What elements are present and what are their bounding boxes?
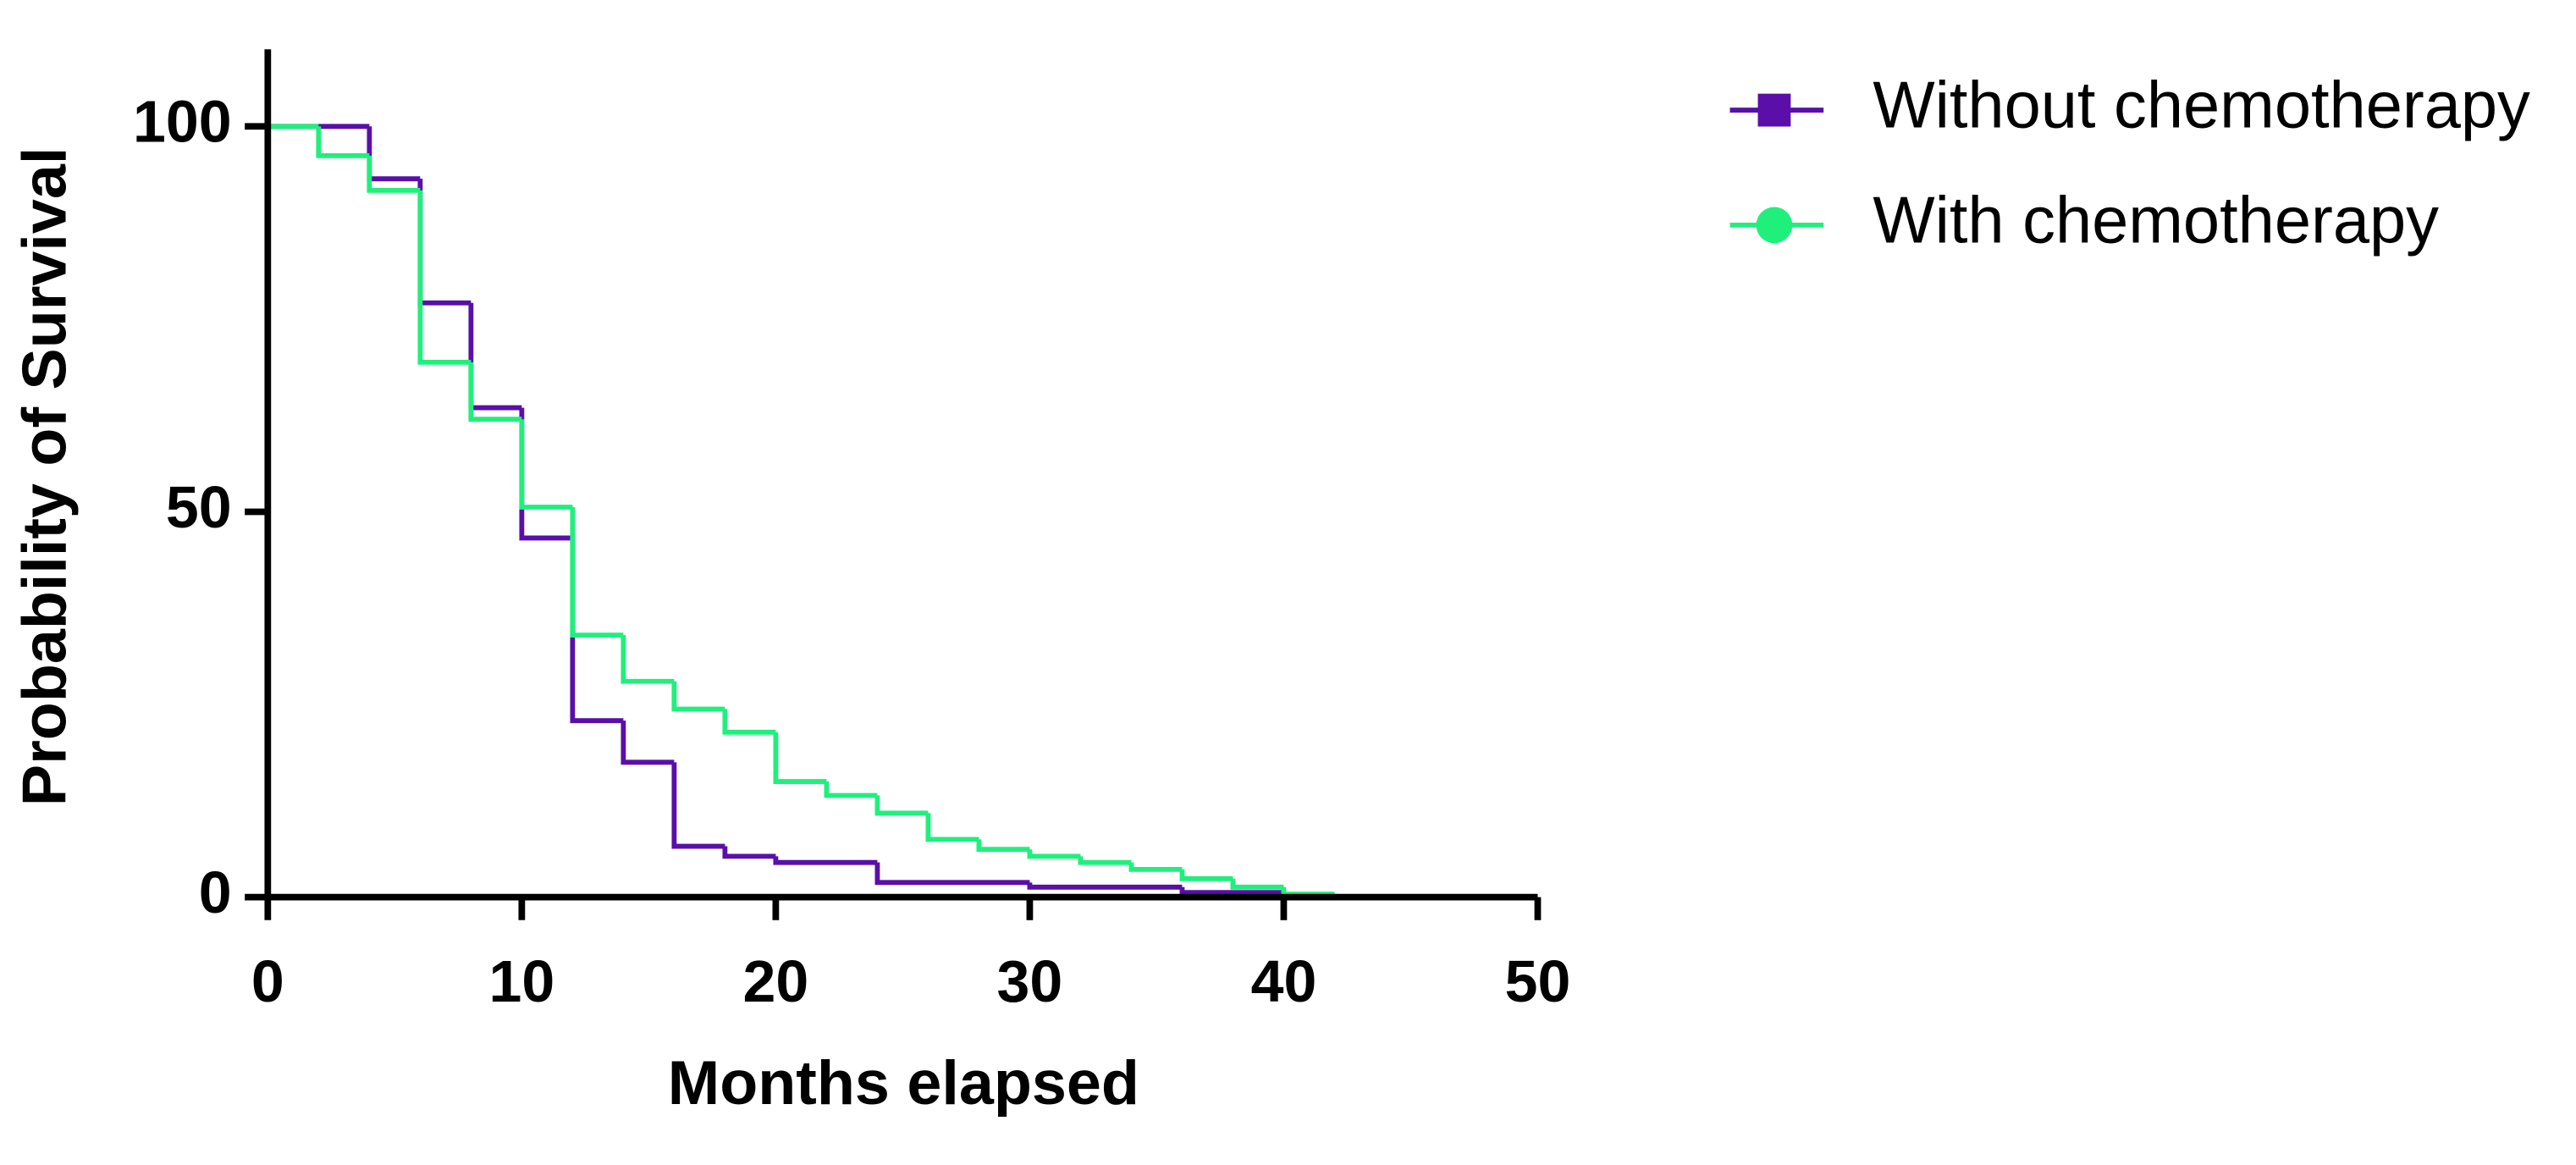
x-tick-label: 40: [1251, 948, 1317, 1014]
survival-step: [874, 795, 929, 816]
legend-label: With chemotherapy: [1873, 184, 2439, 257]
survival-step: [621, 721, 675, 765]
survival-step: [824, 781, 878, 798]
survival-step: [874, 862, 1030, 886]
survival-step: [671, 762, 725, 849]
x-tick-label: 10: [489, 948, 555, 1014]
x-tick-label: 20: [743, 948, 809, 1014]
survival-step: [1027, 849, 1081, 859]
survival-step: [976, 839, 1030, 853]
x-tick-label: 50: [1505, 948, 1571, 1014]
survival-step: [468, 302, 522, 411]
survival-step: [519, 407, 573, 541]
x-axis-title: Months elapsed: [668, 1047, 1139, 1118]
y-tick-label: 50: [166, 474, 232, 540]
survival-step: [773, 856, 878, 865]
y-tick-label: 0: [199, 859, 232, 925]
survival-step: [1179, 886, 1284, 896]
survival-step: [316, 126, 370, 158]
survival-step: [1128, 862, 1183, 872]
survival-step: [671, 681, 725, 712]
survival-step: [1179, 869, 1233, 881]
x-tick-label: 0: [251, 948, 284, 1014]
legend-label: Without chemotherapy: [1873, 69, 2530, 142]
survival-step: [1230, 878, 1284, 890]
survival-step: [417, 190, 472, 365]
survival-step: [417, 179, 472, 306]
survival-step: [1027, 882, 1183, 890]
survival-step: [722, 846, 776, 859]
survival-step: [367, 126, 421, 182]
survival-step: [468, 362, 522, 422]
survival-step: [519, 419, 573, 510]
legend-marker: [1756, 207, 1793, 244]
legend-marker: [1757, 93, 1791, 127]
survival-step: [1281, 886, 1335, 897]
survival-step: [773, 732, 827, 784]
x-tick-label: 30: [997, 948, 1063, 1014]
y-tick-label: 100: [133, 89, 232, 155]
survival-step: [570, 538, 624, 724]
survival-step: [722, 709, 776, 735]
y-axis-title: Probability of Survival: [9, 147, 80, 807]
survival-step: [367, 155, 421, 193]
survival-step: [925, 813, 979, 842]
survival-step: [570, 507, 624, 638]
survival-step: [621, 635, 675, 684]
survival-step: [1078, 856, 1132, 865]
